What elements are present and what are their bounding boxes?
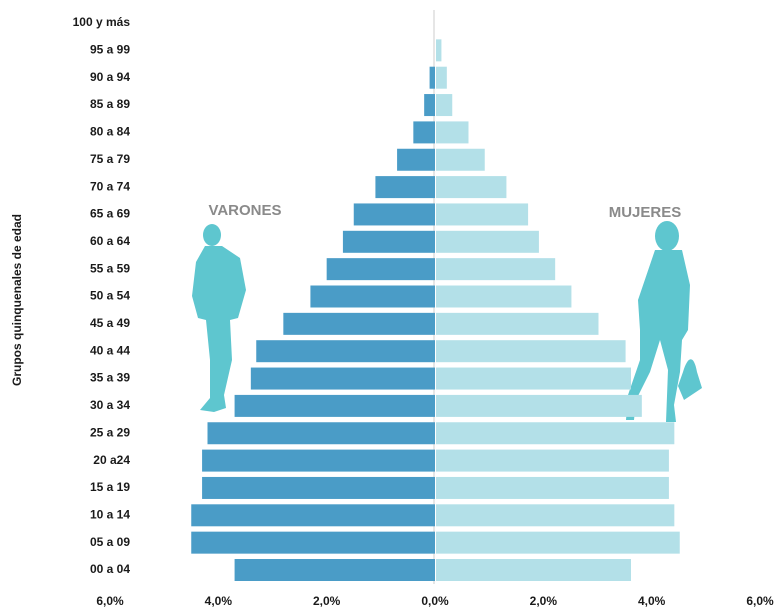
bar <box>202 476 435 499</box>
y-tick-label: 20 a24 <box>93 453 130 467</box>
legend-label: VARONES <box>208 202 281 219</box>
bar <box>397 148 435 171</box>
y-tick-label: 95 a 99 <box>90 43 130 57</box>
y-tick-label: 65 a 69 <box>90 207 130 221</box>
bar <box>207 422 435 445</box>
bar <box>436 230 539 253</box>
bar <box>234 394 435 417</box>
y-tick-label: 60 a 64 <box>90 234 130 248</box>
bar <box>436 285 572 308</box>
y-tick-label: 75 a 79 <box>90 152 130 166</box>
female-silhouette <box>626 221 702 422</box>
bar <box>375 176 435 199</box>
bar <box>436 340 626 363</box>
bar <box>436 121 469 144</box>
bar <box>413 121 435 144</box>
y-tick-label: 70 a 74 <box>90 179 130 193</box>
y-tick-label: 25 a 29 <box>90 425 130 439</box>
y-tick-label: 00 a 04 <box>90 562 130 576</box>
bar <box>424 94 435 117</box>
y-tick-label: 45 a 49 <box>90 316 130 330</box>
bar <box>436 258 556 281</box>
bar <box>436 476 669 499</box>
y-tick-label: 35 a 39 <box>90 371 130 385</box>
bar <box>234 559 435 581</box>
y-tick-label: 30 a 34 <box>90 398 130 412</box>
bar <box>436 312 599 335</box>
x-tick-label: 4,0% <box>205 594 233 608</box>
bar <box>191 504 435 527</box>
x-tick-label: 6,0% <box>96 594 124 608</box>
bar <box>436 66 447 89</box>
bar <box>310 285 435 308</box>
y-tick-label: 85 a 89 <box>90 97 130 111</box>
bar <box>436 148 485 171</box>
x-tick-label: 6,0% <box>746 594 774 608</box>
x-tick-label: 0,0% <box>421 594 449 608</box>
bar <box>326 258 435 281</box>
bar <box>436 504 675 527</box>
bar <box>256 340 435 363</box>
x-tick-label: 2,0% <box>530 594 558 608</box>
bar <box>436 531 680 554</box>
y-tick-label: 90 a 94 <box>90 70 130 84</box>
bar <box>342 230 435 253</box>
bar <box>436 176 507 199</box>
bar <box>436 449 669 472</box>
bar <box>436 39 442 62</box>
bar <box>436 394 642 417</box>
y-tick-label: 100 y más <box>73 15 131 29</box>
x-tick-label: 2,0% <box>313 594 341 608</box>
y-tick-label: 05 a 09 <box>90 535 130 549</box>
y-tick-label: 15 a 19 <box>90 480 130 494</box>
bar <box>436 94 453 117</box>
bar <box>436 203 529 226</box>
bar <box>202 449 435 472</box>
y-tick-label: 55 a 59 <box>90 261 130 275</box>
bar <box>250 367 435 390</box>
bar <box>436 367 631 390</box>
bar <box>353 203 435 226</box>
legend-label: MUJERES <box>609 204 682 221</box>
bar <box>436 559 631 581</box>
x-tick-label: 4,0% <box>638 594 666 608</box>
y-tick-label: 40 a 44 <box>90 343 130 357</box>
male-silhouette <box>192 224 246 412</box>
y-tick-label: 50 a 54 <box>90 289 130 303</box>
bar <box>283 312 435 335</box>
y-tick-label: 80 a 84 <box>90 125 130 139</box>
y-axis-label: Grupos quinquenales de edad <box>10 214 24 386</box>
y-tick-label: 10 a 14 <box>90 507 130 521</box>
bar <box>191 531 435 554</box>
bar <box>436 422 675 445</box>
bar <box>429 66 435 89</box>
